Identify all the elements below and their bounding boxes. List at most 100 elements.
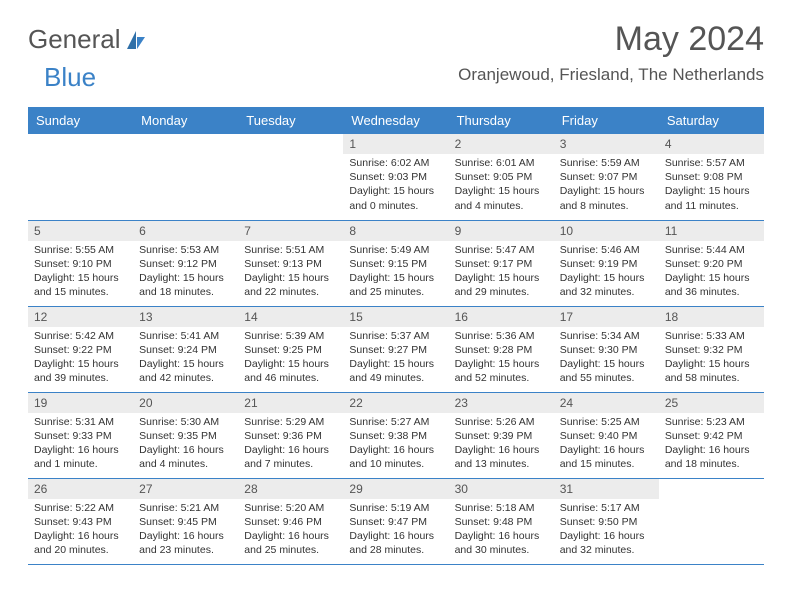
calendar-cell: 14Sunrise: 5:39 AMSunset: 9:25 PMDayligh… [238,306,343,392]
day-number: 12 [28,307,133,327]
day-details: Sunrise: 5:34 AMSunset: 9:30 PMDaylight:… [554,327,659,390]
calendar-cell: 18Sunrise: 5:33 AMSunset: 9:32 PMDayligh… [659,306,764,392]
title-block: May 2024 Oranjewoud, Friesland, The Neth… [458,20,764,89]
day-details: Sunrise: 5:41 AMSunset: 9:24 PMDaylight:… [133,327,238,390]
calendar-cell: 8Sunrise: 5:49 AMSunset: 9:15 PMDaylight… [343,220,448,306]
day-number: 28 [238,479,343,499]
calendar-cell: 28Sunrise: 5:20 AMSunset: 9:46 PMDayligh… [238,478,343,564]
calendar-cell: 22Sunrise: 5:27 AMSunset: 9:38 PMDayligh… [343,392,448,478]
day-number: 11 [659,221,764,241]
day-details: Sunrise: 5:39 AMSunset: 9:25 PMDaylight:… [238,327,343,390]
day-details: Sunrise: 5:22 AMSunset: 9:43 PMDaylight:… [28,499,133,562]
day-number: 26 [28,479,133,499]
calendar-row: 26Sunrise: 5:22 AMSunset: 9:43 PMDayligh… [28,478,764,564]
calendar-cell: 25Sunrise: 5:23 AMSunset: 9:42 PMDayligh… [659,392,764,478]
day-details: Sunrise: 5:30 AMSunset: 9:35 PMDaylight:… [133,413,238,476]
calendar-cell: 30Sunrise: 5:18 AMSunset: 9:48 PMDayligh… [449,478,554,564]
calendar-cell: 2Sunrise: 6:01 AMSunset: 9:05 PMDaylight… [449,134,554,220]
calendar-cell: 17Sunrise: 5:34 AMSunset: 9:30 PMDayligh… [554,306,659,392]
day-details: Sunrise: 5:47 AMSunset: 9:17 PMDaylight:… [449,241,554,304]
day-details: Sunrise: 5:46 AMSunset: 9:19 PMDaylight:… [554,241,659,304]
day-number: 4 [659,134,764,154]
day-details: Sunrise: 5:26 AMSunset: 9:39 PMDaylight:… [449,413,554,476]
day-number: 21 [238,393,343,413]
calendar-cell: 24Sunrise: 5:25 AMSunset: 9:40 PMDayligh… [554,392,659,478]
day-number: 18 [659,307,764,327]
calendar-cell: 15Sunrise: 5:37 AMSunset: 9:27 PMDayligh… [343,306,448,392]
day-number: 3 [554,134,659,154]
logo: General [28,24,149,55]
day-number: 7 [238,221,343,241]
calendar-cell: 23Sunrise: 5:26 AMSunset: 9:39 PMDayligh… [449,392,554,478]
day-details: Sunrise: 5:36 AMSunset: 9:28 PMDaylight:… [449,327,554,390]
calendar-cell: 11Sunrise: 5:44 AMSunset: 9:20 PMDayligh… [659,220,764,306]
calendar-header-row: SundayMondayTuesdayWednesdayThursdayFrid… [28,107,764,134]
day-details: Sunrise: 5:59 AMSunset: 9:07 PMDaylight:… [554,154,659,217]
day-number: 1 [343,134,448,154]
day-details: Sunrise: 5:55 AMSunset: 9:10 PMDaylight:… [28,241,133,304]
day-number: 22 [343,393,448,413]
day-header: Monday [133,107,238,134]
day-details: Sunrise: 5:27 AMSunset: 9:38 PMDaylight:… [343,413,448,476]
day-header: Tuesday [238,107,343,134]
day-details: Sunrise: 5:31 AMSunset: 9:33 PMDaylight:… [28,413,133,476]
day-details: Sunrise: 5:20 AMSunset: 9:46 PMDaylight:… [238,499,343,562]
day-header: Thursday [449,107,554,134]
day-details: Sunrise: 5:21 AMSunset: 9:45 PMDaylight:… [133,499,238,562]
day-number: 25 [659,393,764,413]
day-details: Sunrise: 5:33 AMSunset: 9:32 PMDaylight:… [659,327,764,390]
calendar-cell: 9Sunrise: 5:47 AMSunset: 9:17 PMDaylight… [449,220,554,306]
day-details: Sunrise: 5:57 AMSunset: 9:08 PMDaylight:… [659,154,764,217]
day-number: 17 [554,307,659,327]
day-details: Sunrise: 5:17 AMSunset: 9:50 PMDaylight:… [554,499,659,562]
calendar-row: 1Sunrise: 6:02 AMSunset: 9:03 PMDaylight… [28,134,764,220]
day-number: 15 [343,307,448,327]
calendar-cell: 10Sunrise: 5:46 AMSunset: 9:19 PMDayligh… [554,220,659,306]
calendar-cell-empty [659,478,764,564]
day-details: Sunrise: 5:29 AMSunset: 9:36 PMDaylight:… [238,413,343,476]
sail-icon [125,29,147,51]
day-number: 13 [133,307,238,327]
calendar-cell: 31Sunrise: 5:17 AMSunset: 9:50 PMDayligh… [554,478,659,564]
calendar-cell: 7Sunrise: 5:51 AMSunset: 9:13 PMDaylight… [238,220,343,306]
day-details: Sunrise: 5:51 AMSunset: 9:13 PMDaylight:… [238,241,343,304]
calendar-row: 5Sunrise: 5:55 AMSunset: 9:10 PMDaylight… [28,220,764,306]
calendar-cell: 16Sunrise: 5:36 AMSunset: 9:28 PMDayligh… [449,306,554,392]
logo-text-general: General [28,24,121,55]
day-details: Sunrise: 5:25 AMSunset: 9:40 PMDaylight:… [554,413,659,476]
day-details: Sunrise: 5:44 AMSunset: 9:20 PMDaylight:… [659,241,764,304]
calendar-row: 19Sunrise: 5:31 AMSunset: 9:33 PMDayligh… [28,392,764,478]
day-number: 29 [343,479,448,499]
day-details: Sunrise: 5:42 AMSunset: 9:22 PMDaylight:… [28,327,133,390]
day-details: Sunrise: 5:53 AMSunset: 9:12 PMDaylight:… [133,241,238,304]
day-number: 27 [133,479,238,499]
calendar-cell: 20Sunrise: 5:30 AMSunset: 9:35 PMDayligh… [133,392,238,478]
calendar-cell-empty [238,134,343,220]
day-number: 9 [449,221,554,241]
calendar-cell: 27Sunrise: 5:21 AMSunset: 9:45 PMDayligh… [133,478,238,564]
calendar-cell: 26Sunrise: 5:22 AMSunset: 9:43 PMDayligh… [28,478,133,564]
calendar-cell: 1Sunrise: 6:02 AMSunset: 9:03 PMDaylight… [343,134,448,220]
day-number: 14 [238,307,343,327]
day-details: Sunrise: 5:18 AMSunset: 9:48 PMDaylight:… [449,499,554,562]
calendar-cell: 13Sunrise: 5:41 AMSunset: 9:24 PMDayligh… [133,306,238,392]
calendar-cell-empty [133,134,238,220]
day-header: Sunday [28,107,133,134]
logo-text-blue: Blue [44,62,96,92]
day-details: Sunrise: 6:02 AMSunset: 9:03 PMDaylight:… [343,154,448,217]
day-number: 23 [449,393,554,413]
calendar-cell: 29Sunrise: 5:19 AMSunset: 9:47 PMDayligh… [343,478,448,564]
day-number: 10 [554,221,659,241]
day-number: 19 [28,393,133,413]
calendar-cell: 3Sunrise: 5:59 AMSunset: 9:07 PMDaylight… [554,134,659,220]
calendar-cell: 19Sunrise: 5:31 AMSunset: 9:33 PMDayligh… [28,392,133,478]
day-details: Sunrise: 5:19 AMSunset: 9:47 PMDaylight:… [343,499,448,562]
month-title: May 2024 [458,20,764,59]
calendar-cell-empty [28,134,133,220]
day-number: 2 [449,134,554,154]
day-header: Saturday [659,107,764,134]
location: Oranjewoud, Friesland, The Netherlands [458,65,764,85]
day-details: Sunrise: 5:23 AMSunset: 9:42 PMDaylight:… [659,413,764,476]
calendar-cell: 12Sunrise: 5:42 AMSunset: 9:22 PMDayligh… [28,306,133,392]
day-details: Sunrise: 5:49 AMSunset: 9:15 PMDaylight:… [343,241,448,304]
